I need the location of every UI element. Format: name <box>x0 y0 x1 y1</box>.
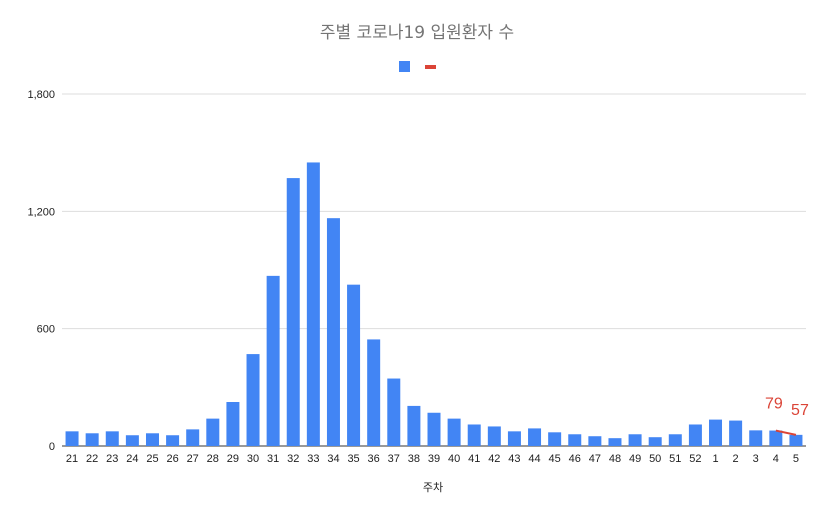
bar <box>709 419 723 446</box>
bar <box>387 378 401 446</box>
bar <box>407 405 421 446</box>
bar <box>65 431 79 446</box>
bar <box>487 426 501 446</box>
bar <box>125 435 139 446</box>
x-axis-label: 주차 <box>423 481 443 494</box>
bar <box>166 435 180 446</box>
x-tick-label: 50 <box>649 453 661 465</box>
x-tick-label: 32 <box>287 453 299 465</box>
bar <box>447 418 461 446</box>
gridlines <box>62 93 806 447</box>
x-tick-label: 3 <box>753 453 759 465</box>
bar <box>648 437 662 446</box>
x-tick-label: 49 <box>629 453 641 465</box>
bar <box>568 434 582 446</box>
bar <box>145 433 159 446</box>
bar <box>85 433 99 446</box>
x-tick-label: 23 <box>106 453 118 465</box>
bar <box>548 432 562 446</box>
legend <box>399 61 436 72</box>
x-tick-label: 5 <box>793 453 799 465</box>
x-tick-label: 39 <box>428 453 440 465</box>
bar <box>588 436 602 446</box>
bar <box>306 162 320 446</box>
x-tick-label: 31 <box>267 453 279 465</box>
x-tick-label: 52 <box>689 453 701 465</box>
x-tick-label: 35 <box>347 453 359 465</box>
x-tick-label: 33 <box>307 453 319 465</box>
bar <box>749 430 763 446</box>
bar <box>427 412 441 446</box>
data-label: 79 <box>765 396 783 413</box>
y-tick-label: 1,200 <box>27 206 55 218</box>
bar <box>266 275 280 446</box>
y-axis-ticks: 0 600 1,200 1,800 <box>27 89 55 453</box>
x-tick-label: 48 <box>609 453 621 465</box>
y-tick-label: 600 <box>37 324 55 336</box>
line-series-path <box>775 429 797 436</box>
bar <box>367 339 381 446</box>
x-tick-label: 25 <box>146 453 158 465</box>
bar <box>326 218 340 446</box>
bar <box>246 354 260 446</box>
bar-series <box>65 162 803 447</box>
y-tick-label: 1,800 <box>27 89 55 101</box>
bar <box>105 431 119 446</box>
bar <box>347 284 361 446</box>
x-tick-label: 46 <box>569 453 581 465</box>
x-tick-label: 41 <box>468 453 480 465</box>
x-tick-label: 24 <box>126 453 138 465</box>
x-tick-label: 4 <box>773 453 779 465</box>
x-tick-label: 28 <box>207 453 219 465</box>
line-series: 79 57 <box>765 396 809 436</box>
x-tick-label: 1 <box>712 453 718 465</box>
x-tick-label: 51 <box>669 453 681 465</box>
x-tick-label: 30 <box>247 453 259 465</box>
x-tick-label: 45 <box>549 453 561 465</box>
bar <box>528 428 542 446</box>
x-tick-label: 43 <box>508 453 520 465</box>
data-label: 57 <box>791 402 809 419</box>
x-tick-label: 22 <box>86 453 98 465</box>
x-axis-ticks: 21 22 23 24 25 26 27 28 29 30 31 32 33 34 35 36 37 38 39 40… <box>66 453 799 465</box>
x-tick-label: 40 <box>448 453 460 465</box>
x-tick-label: 2 <box>733 453 739 465</box>
x-tick-label: 38 <box>408 453 420 465</box>
bar <box>668 434 682 446</box>
legend-swatch-line <box>425 65 436 69</box>
x-tick-label: 36 <box>368 453 380 465</box>
bar <box>226 402 240 446</box>
bar <box>467 424 481 446</box>
bar <box>206 418 220 446</box>
bar <box>628 434 642 446</box>
x-tick-label: 42 <box>488 453 500 465</box>
chart-title: 주별 코로나19 입원환자 수 <box>320 23 514 43</box>
x-tick-label: 44 <box>528 453 540 465</box>
x-tick-label: 47 <box>589 453 601 465</box>
x-tick-label: 37 <box>388 453 400 465</box>
bar <box>608 438 622 446</box>
bar <box>286 178 300 447</box>
bar <box>186 429 200 446</box>
legend-swatch-bars <box>399 61 410 72</box>
bar <box>789 434 803 446</box>
x-tick-label: 27 <box>187 453 199 465</box>
x-tick-label: 21 <box>66 453 78 465</box>
x-tick-label: 29 <box>227 453 239 465</box>
bar <box>769 430 783 446</box>
bar <box>729 420 743 446</box>
bar <box>507 431 521 446</box>
x-tick-label: 26 <box>166 453 178 465</box>
y-tick-label: 0 <box>49 441 55 453</box>
x-tick-label: 34 <box>327 453 339 465</box>
bar <box>688 424 702 446</box>
